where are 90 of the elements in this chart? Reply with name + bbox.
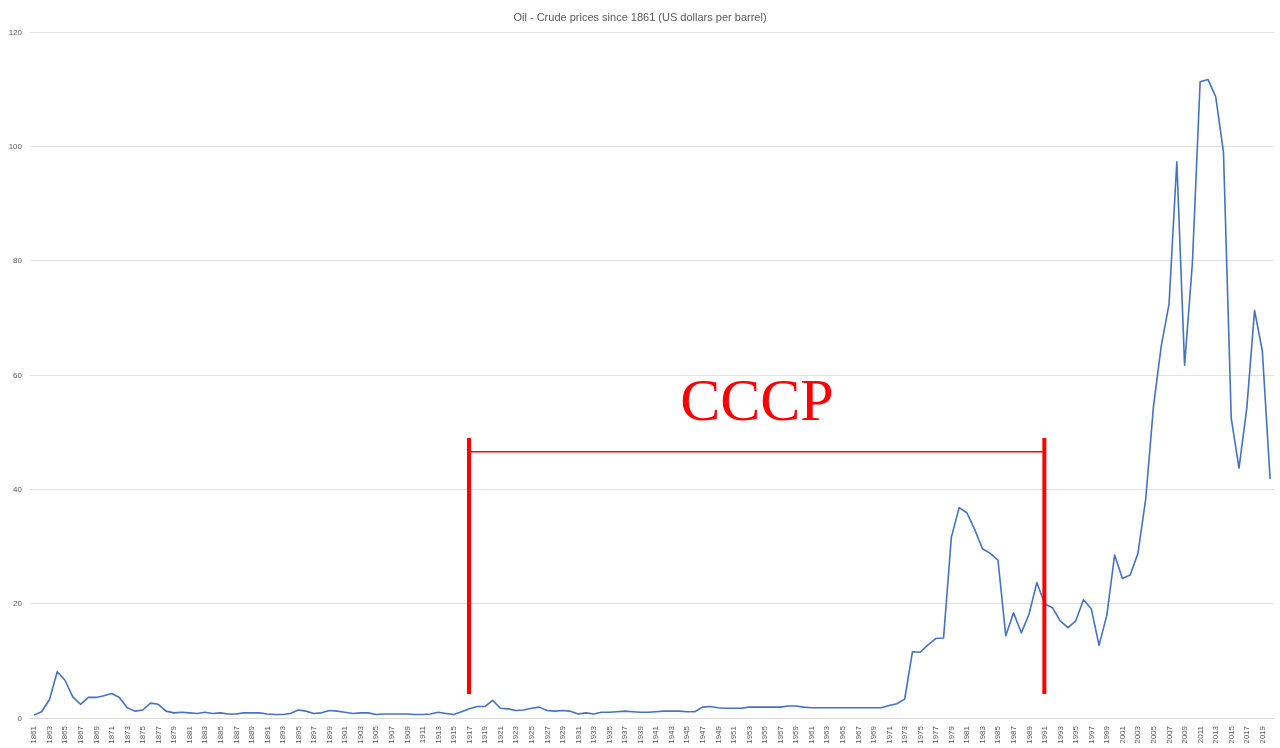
- x-tick-label: 2019: [1257, 725, 1267, 744]
- x-tick-label: 1899: [324, 725, 334, 744]
- x-tick-label: 1915: [449, 725, 459, 744]
- x-tick-label: 1943: [666, 725, 676, 744]
- y-tick-label: 60: [13, 370, 23, 380]
- x-tick-label: 1959: [791, 725, 801, 744]
- x-tick-label: 1983: [977, 725, 987, 744]
- x-tick-label: 1969: [869, 725, 879, 744]
- x-tick-label: 1907: [387, 725, 397, 744]
- x-tick-label: 1949: [713, 725, 723, 744]
- y-tick-label: 20: [13, 599, 23, 609]
- x-tick-label: 1927: [542, 725, 552, 744]
- x-tick-label: 1879: [169, 725, 179, 744]
- x-tick-label: 1863: [44, 725, 54, 744]
- x-tick-label: 1987: [1009, 725, 1019, 744]
- x-tick-label: 1991: [1040, 725, 1050, 744]
- x-tick-label: 2015: [1226, 725, 1236, 744]
- y-tick-label: 40: [13, 484, 23, 494]
- x-tick-label: 1871: [107, 725, 117, 744]
- x-tick-label: 1869: [91, 725, 101, 744]
- x-tick-label: 2007: [1164, 725, 1174, 744]
- x-tick-label: 1965: [837, 725, 847, 744]
- x-tick-label: 1887: [231, 725, 241, 744]
- x-tick-label: 1889: [247, 725, 257, 744]
- x-tick-label: 2001: [1117, 725, 1127, 744]
- x-tick-label: 1947: [698, 725, 708, 744]
- x-tick-label: 2011: [1195, 725, 1205, 744]
- x-tick-label: 1967: [853, 725, 863, 744]
- x-tick-label: 2005: [1148, 725, 1158, 744]
- x-tick-label: 1897: [309, 725, 319, 744]
- x-tick-label: 1917: [464, 725, 474, 744]
- x-tick-label: 1993: [1055, 725, 1065, 744]
- y-tick-label: 120: [8, 27, 23, 37]
- x-tick-label: 1865: [60, 725, 70, 744]
- x-tick-label: 1895: [293, 725, 303, 744]
- x-tick-label: 1925: [526, 725, 536, 744]
- x-tick-label: 1911: [418, 725, 428, 744]
- x-tick-label: 2009: [1180, 725, 1190, 744]
- x-tick-label: 2017: [1242, 725, 1252, 744]
- x-tick-label: 1941: [651, 725, 661, 744]
- annotation: СССР: [680, 366, 834, 433]
- x-tick-label: 1929: [558, 725, 568, 744]
- x-tick-label: 1881: [184, 725, 194, 744]
- x-tick-label: 1945: [682, 725, 692, 744]
- x-tick-label: 1873: [122, 725, 132, 744]
- x-tick-label: 1957: [775, 725, 785, 744]
- x-tick-label: 1923: [511, 725, 521, 744]
- x-tick-label: 1937: [620, 725, 630, 744]
- x-tick-label: 1955: [760, 725, 770, 744]
- x-tick-label: 1981: [962, 725, 972, 744]
- x-tick-label: 1905: [371, 725, 381, 744]
- x-tick-label: 1963: [822, 725, 832, 744]
- x-tick-label: 1971: [884, 725, 894, 744]
- x-tick-label: 1953: [744, 725, 754, 744]
- x-tick-label: 2013: [1211, 725, 1221, 744]
- x-tick-label: 1891: [262, 725, 272, 744]
- x-tick-label: 1903: [355, 725, 365, 744]
- x-tick-label: 1875: [138, 725, 148, 744]
- x-tick-label: 1933: [589, 725, 599, 744]
- x-tick-label: 1997: [1086, 725, 1096, 744]
- x-tick-label: 1901: [340, 725, 350, 744]
- x-tick-label: 1883: [200, 725, 210, 744]
- x-tick-label: 1919: [480, 725, 490, 744]
- x-tick-label: 1921: [495, 725, 505, 744]
- x-tick-label: 1861: [29, 725, 39, 744]
- x-tick-label: 1985: [993, 725, 1003, 744]
- x-tick-label: 1913: [433, 725, 443, 744]
- y-tick-label: 0: [17, 713, 23, 723]
- line-series: [33, 78, 1271, 716]
- x-tick-label: 1885: [215, 725, 225, 744]
- x-tick-label: 1973: [900, 725, 910, 744]
- x-tick-label: 1999: [1102, 725, 1112, 744]
- x-tick-label: 1995: [1071, 725, 1081, 744]
- chart-title: Oil - Crude prices since 1861 (US dollars per barrel): [513, 10, 767, 23]
- y-tick-label: 80: [13, 256, 23, 266]
- x-tick-label: 1979: [946, 725, 956, 744]
- x-tick-label: 1939: [635, 725, 645, 744]
- x-tick-label: 1989: [1024, 725, 1034, 744]
- x-tick-label: 1909: [402, 725, 412, 744]
- x-tick-label: 1893: [278, 725, 288, 744]
- x-tick-label: 1975: [915, 725, 925, 744]
- x-tick-label: 1867: [76, 725, 86, 744]
- x-tick-label: 1961: [806, 725, 816, 744]
- x-tick-label: 1951: [729, 725, 739, 744]
- x-tick-label: 2003: [1133, 725, 1143, 744]
- x-tick-label: 1931: [573, 725, 583, 744]
- x-tick-label: 1935: [604, 725, 614, 744]
- y-tick-label: 100: [8, 141, 23, 151]
- x-tick-label: 1977: [931, 725, 941, 744]
- x-tick-label: 1877: [153, 725, 163, 744]
